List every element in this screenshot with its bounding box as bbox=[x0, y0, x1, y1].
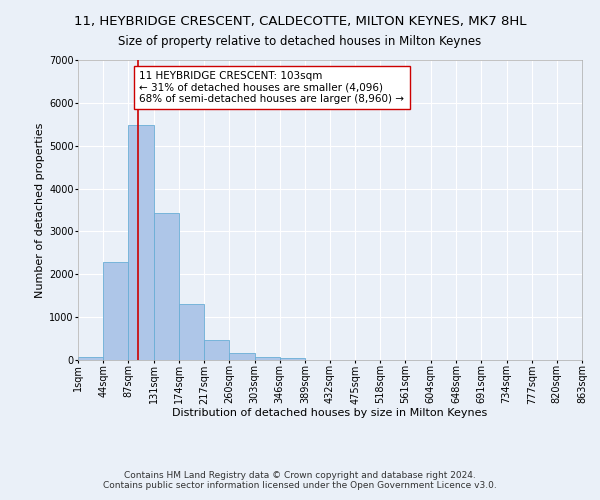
X-axis label: Distribution of detached houses by size in Milton Keynes: Distribution of detached houses by size … bbox=[172, 408, 488, 418]
Bar bbox=[78, 356, 103, 360]
Text: Contains HM Land Registry data © Crown copyright and database right 2024.
Contai: Contains HM Land Registry data © Crown c… bbox=[103, 470, 497, 490]
Bar bbox=[179, 304, 204, 360]
Bar bbox=[204, 340, 229, 360]
Text: 11 HEYBRIDGE CRESCENT: 103sqm
← 31% of detached houses are smaller (4,096)
68% o: 11 HEYBRIDGE CRESCENT: 103sqm ← 31% of d… bbox=[139, 70, 404, 104]
Bar bbox=[280, 358, 305, 360]
Y-axis label: Number of detached properties: Number of detached properties bbox=[35, 122, 45, 298]
Bar bbox=[229, 353, 254, 360]
Bar bbox=[128, 125, 154, 360]
Bar bbox=[154, 212, 179, 360]
Bar bbox=[254, 356, 280, 360]
Text: 11, HEYBRIDGE CRESCENT, CALDECOTTE, MILTON KEYNES, MK7 8HL: 11, HEYBRIDGE CRESCENT, CALDECOTTE, MILT… bbox=[74, 15, 526, 28]
Text: Size of property relative to detached houses in Milton Keynes: Size of property relative to detached ho… bbox=[118, 35, 482, 48]
Bar bbox=[103, 262, 128, 360]
